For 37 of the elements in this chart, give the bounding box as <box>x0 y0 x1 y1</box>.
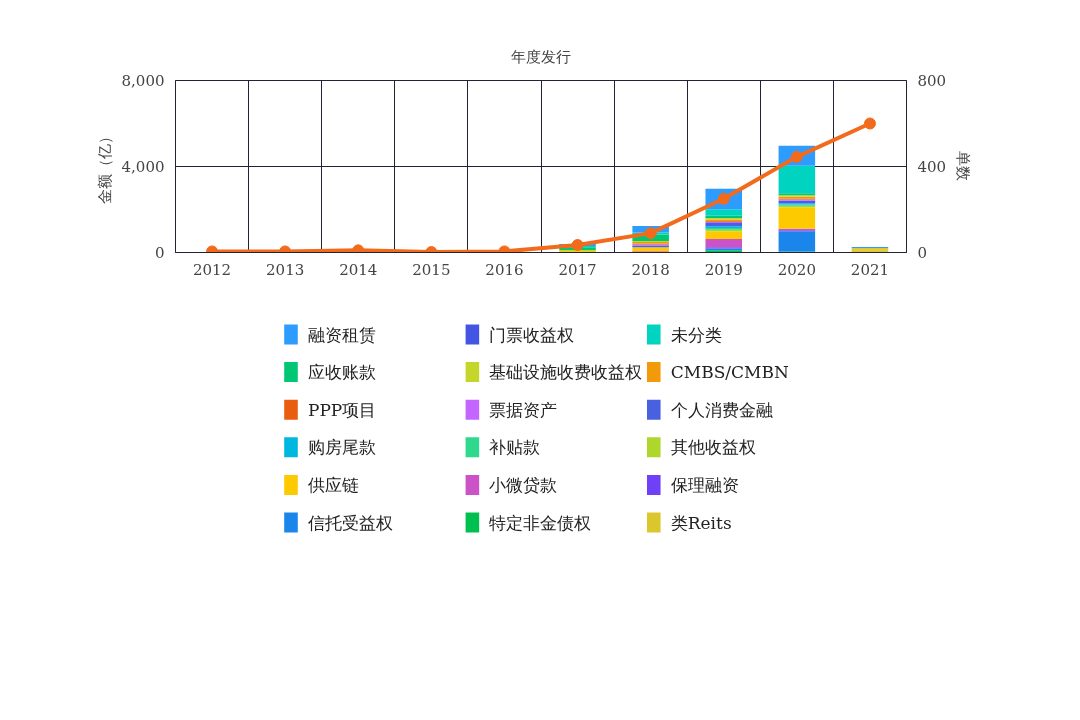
legend-label: 门票收益权 <box>489 324 575 345</box>
legend-label: 基础设施收费收益权 <box>489 362 643 383</box>
legend-label: PPP项目 <box>307 399 377 420</box>
y2-tick-label: 400 <box>917 158 947 176</box>
legend-label: 购房尾款 <box>307 437 376 458</box>
legend-label: 个人消费金融 <box>670 399 773 420</box>
chart-title: 年度发行 <box>511 47 571 66</box>
x-tick-label: 2021 <box>850 260 890 279</box>
x-tick-label: 2013 <box>266 260 305 279</box>
x-tick-label: 2012 <box>192 260 232 279</box>
x-tick-label: 2018 <box>631 260 670 279</box>
legend-label: 其他收益权 <box>670 437 756 458</box>
legend-label: 补贴款 <box>489 437 541 458</box>
legend-label: 保理融资 <box>670 474 739 495</box>
y-tick-label: 8,000 <box>121 72 165 90</box>
y-tick-label: 4,000 <box>121 158 165 176</box>
x-tick-label: 2016 <box>485 260 524 279</box>
y2-tick-label: 0 <box>917 244 928 262</box>
x-tick-label: 2015 <box>412 260 451 279</box>
legend-label: 类Reits <box>670 512 732 533</box>
x-tick-label: 2020 <box>777 260 816 279</box>
legend-label: 信托受益权 <box>307 512 393 533</box>
legend-label: 票据资产 <box>489 399 558 420</box>
legend-label: 应收账款 <box>307 362 376 383</box>
y-tick-label: 0 <box>154 244 165 262</box>
x-tick-label: 2014 <box>339 260 378 279</box>
y2-axis-title: 单数 <box>954 151 973 182</box>
y-axis-title: 金额（亿） <box>95 129 114 204</box>
legend-label: 特定非金债权 <box>489 512 592 533</box>
legend-label: 小微贷款 <box>489 474 558 495</box>
legend-label: 供应链 <box>307 474 359 495</box>
x-tick-label: 2019 <box>704 260 743 279</box>
legend-label: 融资租赁 <box>307 324 376 345</box>
legend-label: CMBS/CMBN <box>670 362 789 383</box>
legend-label: 未分类 <box>670 324 722 345</box>
x-tick-label: 2017 <box>558 260 597 279</box>
y2-tick-label: 800 <box>917 72 947 90</box>
